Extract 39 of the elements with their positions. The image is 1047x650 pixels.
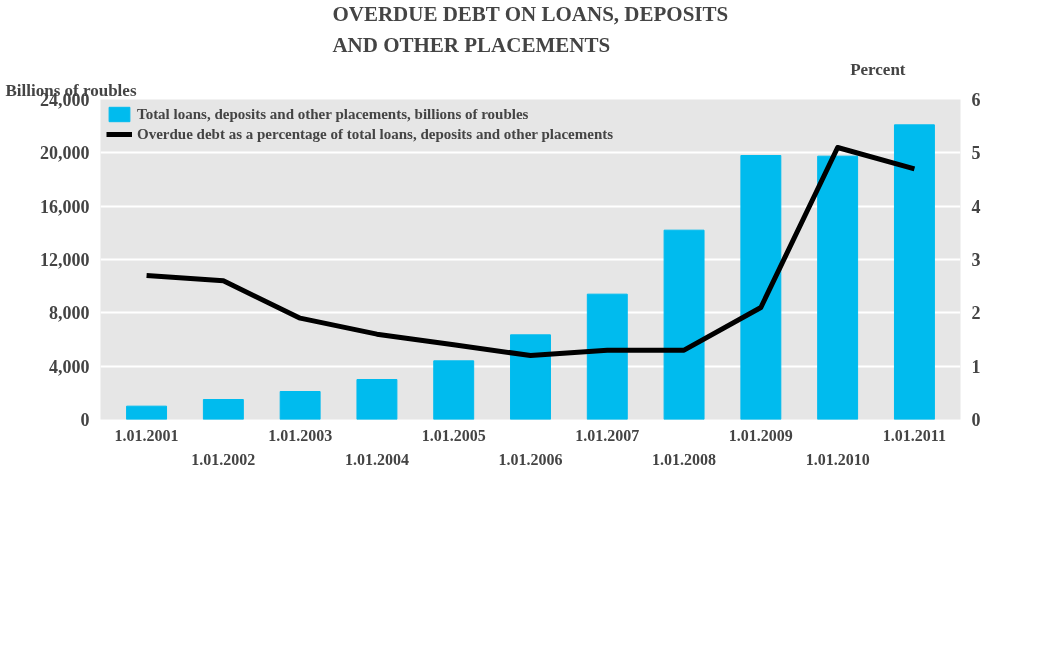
bar bbox=[740, 155, 782, 420]
bar bbox=[126, 405, 168, 420]
bar bbox=[202, 399, 244, 420]
bar bbox=[356, 379, 398, 420]
y2-tick-label: 2 bbox=[971, 303, 981, 324]
y2-tick-label: 1 bbox=[971, 356, 981, 377]
y-tick-label: 16,000 bbox=[40, 196, 90, 217]
x-tick-label: 1.01.2009 bbox=[728, 426, 793, 444]
bar bbox=[893, 124, 935, 420]
y2-tick-label: 5 bbox=[971, 143, 981, 164]
bar bbox=[663, 229, 705, 420]
bar bbox=[586, 293, 628, 420]
bar bbox=[817, 155, 859, 420]
legend-label: Total loans, deposits and other placements, billions of roubles bbox=[137, 105, 529, 123]
x-tick-label: 1.01.2007 bbox=[575, 426, 640, 444]
y-tick-label: 20,000 bbox=[40, 143, 90, 164]
x-tick-label: 1.01.2008 bbox=[652, 450, 717, 468]
bar bbox=[433, 360, 475, 420]
y-tick-label: 12,000 bbox=[40, 250, 90, 270]
legend-label: Overdue debt as a percentage of total loans, deposits and other placements bbox=[137, 125, 614, 143]
x-tick-label: 1.01.2011 bbox=[882, 426, 946, 444]
bar bbox=[510, 334, 551, 420]
y2-tick-label: 3 bbox=[971, 250, 981, 270]
x-tick-label: 1.01.2004 bbox=[344, 450, 409, 468]
y2-tick-label: 4 bbox=[971, 196, 981, 217]
x-tick-label: 1.01.2001 bbox=[114, 426, 179, 444]
y-tick-label: 4,000 bbox=[49, 356, 90, 377]
chart-title: OVERDUE DEBT ON LOANS, DEPOSITS AND OTHER PLACEMENTS bbox=[332, 2, 729, 58]
x-tick-label: 1.01.2002 bbox=[191, 450, 256, 468]
x-tick-label: 1.01.2010 bbox=[805, 450, 870, 468]
y2-axis-title: Percent bbox=[850, 59, 906, 79]
y-tick-label: 8,000 bbox=[49, 303, 90, 324]
x-tick-label: 1.01.2006 bbox=[498, 450, 563, 468]
y2-tick-label: 0 bbox=[971, 410, 981, 430]
bar bbox=[279, 391, 321, 420]
x-tick-label: 1.01.2003 bbox=[268, 426, 333, 444]
y2-tick-label: 6 bbox=[971, 90, 981, 110]
y-tick-label: 0 bbox=[80, 410, 90, 430]
x-tick-label: 1.01.2005 bbox=[421, 426, 486, 444]
